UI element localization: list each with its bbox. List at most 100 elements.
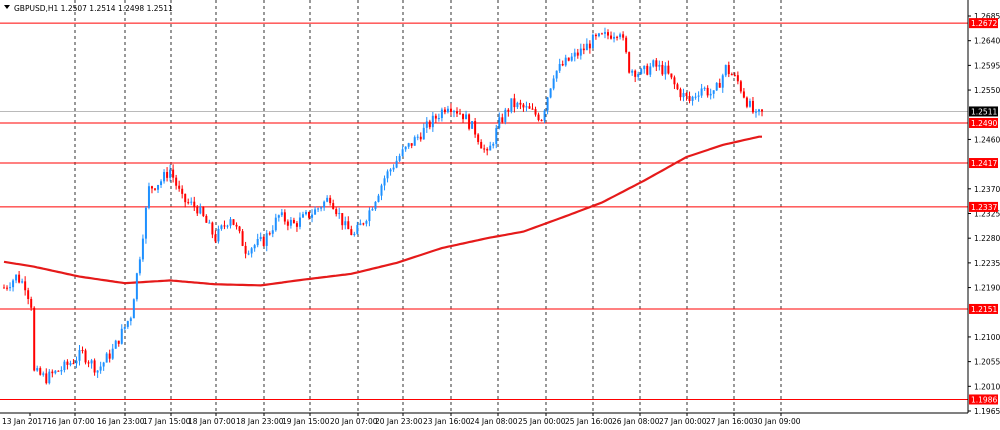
candle-body <box>344 221 347 226</box>
candle-body <box>102 362 105 367</box>
level-label: 1.2151 <box>971 305 997 314</box>
level-label-bg <box>969 394 998 405</box>
candle-body <box>739 81 742 92</box>
candle-body <box>338 213 341 215</box>
candle-body <box>449 108 452 112</box>
candle-body <box>214 234 217 242</box>
x-tick-label: 24 Jan 08:00 <box>470 417 518 426</box>
candle-body <box>356 225 359 234</box>
candle-body <box>459 113 462 115</box>
candle-body <box>736 75 739 82</box>
candle-body <box>386 171 389 179</box>
candle-body <box>24 281 27 291</box>
candle-body <box>301 214 304 218</box>
x-tick-label: 20 Jan 23:00 <box>375 417 423 426</box>
candle-body <box>649 66 652 75</box>
candle-body <box>407 143 410 147</box>
candle-body <box>468 114 471 129</box>
candle-body <box>184 193 187 203</box>
candle-body <box>758 109 760 112</box>
candle-body <box>679 89 682 98</box>
candle-body <box>117 340 120 344</box>
moving-average <box>3 135 762 287</box>
candle-body <box>462 113 465 120</box>
candle-body <box>727 65 730 75</box>
candle-body <box>516 102 519 108</box>
candle-body <box>150 186 153 189</box>
candle-body <box>238 226 241 232</box>
candle-body <box>305 211 307 215</box>
candle-body <box>525 106 528 108</box>
candle-body <box>697 95 700 97</box>
candle-body <box>480 141 483 149</box>
candle-body <box>585 43 588 51</box>
candle-body <box>498 117 501 129</box>
candle-body <box>93 360 96 373</box>
candle-body <box>594 34 597 37</box>
candle-body <box>9 287 12 289</box>
x-tick-label: 30 Jan 09:00 <box>753 417 801 426</box>
candle-body <box>380 185 383 196</box>
candle-body <box>329 197 332 204</box>
triangle-down-icon[interactable] <box>4 5 10 9</box>
candle-body <box>36 368 39 371</box>
candle-body <box>69 363 72 365</box>
candle-body <box>235 224 238 227</box>
candle-body <box>546 97 549 111</box>
candle-body <box>513 98 516 108</box>
candle-body <box>298 217 301 227</box>
candle-body <box>694 96 697 98</box>
candle-body <box>280 212 283 216</box>
candle-body <box>682 93 685 98</box>
x-tick-label: 27 Jan 16:00 <box>706 417 754 426</box>
candle-body <box>166 172 169 178</box>
candle-body <box>392 167 395 170</box>
candle-body <box>374 201 377 210</box>
candle-body <box>754 111 757 113</box>
candle-body <box>87 362 90 364</box>
y-tick-label: 1.2460 <box>974 135 1000 144</box>
candle-body <box>528 106 531 109</box>
candle-body <box>676 84 679 90</box>
candle-body <box>579 48 582 56</box>
y-tick-label: 1.2370 <box>974 185 1000 194</box>
candle-body <box>244 245 247 254</box>
x-tick-label: 20 Jan 07:00 <box>330 417 378 426</box>
candle-body <box>534 109 537 115</box>
candle-body <box>715 82 718 91</box>
price-axis: 1.2685 1.2640 1.2595 1.2550 1.2460 1.2370 1.23… <box>0 0 1000 416</box>
candle-body <box>241 231 244 246</box>
x-tick-label: 18 Jan 07:00 <box>188 417 236 426</box>
candle-body <box>600 33 603 35</box>
candle-body <box>413 137 416 146</box>
candle-body <box>486 148 489 151</box>
candle-body <box>613 36 616 39</box>
candle-body <box>628 52 631 73</box>
y-tick-label: 1.2010 <box>974 382 1000 391</box>
candle-body <box>555 70 558 79</box>
candle-body <box>211 222 214 235</box>
candle-body <box>673 77 676 85</box>
candle-body <box>700 88 703 96</box>
candle-body <box>217 228 220 242</box>
candle-body <box>175 177 178 186</box>
candle-body <box>625 37 628 53</box>
y-tick-label: 1.1965 <box>974 407 1000 416</box>
candle-body <box>99 366 102 371</box>
candle-body <box>431 115 434 128</box>
candle-body <box>742 91 745 98</box>
candle-body <box>428 121 431 128</box>
candle-body <box>157 185 160 190</box>
candle-body <box>489 145 492 151</box>
candle-body <box>232 219 235 225</box>
candle-body <box>452 111 455 113</box>
candle-body <box>401 149 404 156</box>
candle-body <box>389 169 392 172</box>
candle-body <box>540 120 543 122</box>
x-tick-label: 17 Jan 15:00 <box>143 417 191 426</box>
candle-body <box>63 361 66 370</box>
y-tick-label: 1.2550 <box>974 86 1000 95</box>
candle-body <box>114 340 117 349</box>
